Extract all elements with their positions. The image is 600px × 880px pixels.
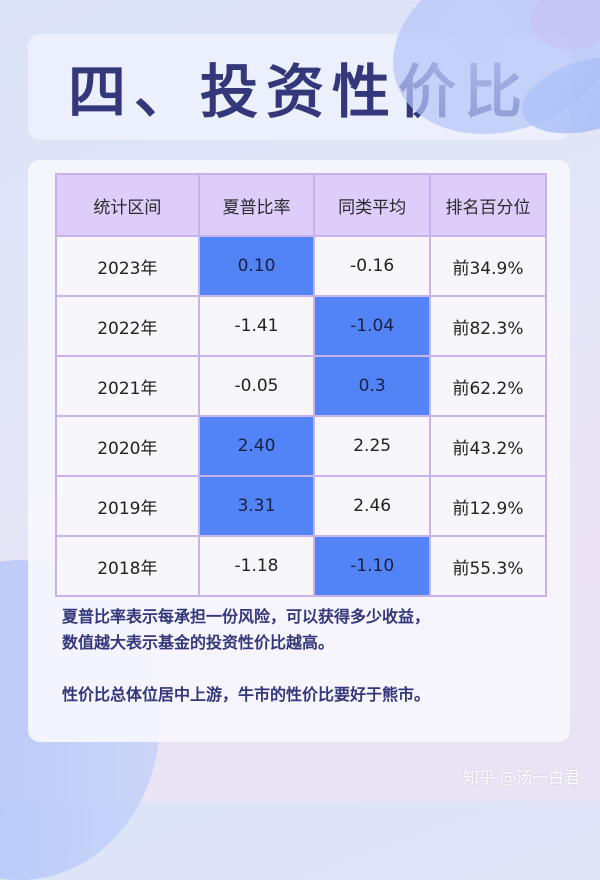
cell-sharpe: -1.41 [197, 295, 316, 357]
table-row: 2021年 -0.05 0.3 前62.2% [55, 355, 547, 417]
cell-peer-avg: -1.04 [313, 295, 431, 357]
table-row: 2023年 0.10 -0.16 前34.9% [55, 235, 547, 297]
watermark: 知乎 @汤一白君 [462, 768, 580, 787]
cell-rank: 前55.3% [429, 535, 547, 597]
table-row: 2020年 2.40 2.25 前43.2% [55, 415, 547, 477]
cell-sharpe: 0.10 [197, 235, 316, 297]
header-sharpe: 夏普比率 [197, 173, 316, 237]
table-row: 2022年 -1.41 -1.04 前82.3% [55, 295, 547, 357]
cell-rank: 前62.2% [429, 355, 547, 417]
cell-sharpe: -0.05 [197, 355, 316, 417]
header-rank: 排名百分位 [429, 173, 547, 237]
cell-rank: 前12.9% [429, 475, 547, 537]
sharpe-table: 统计区间 夏普比率 同类平均 排名百分位 2023年 0.10 -0.16 前34.9… [55, 173, 547, 597]
cell-rank: 前43.2% [429, 415, 547, 477]
header-peer-avg: 同类平均 [313, 173, 431, 237]
cell-sharpe: 2.40 [197, 415, 316, 477]
cell-peer-avg: -0.16 [313, 235, 431, 297]
cell-sharpe: -1.18 [197, 535, 316, 597]
decor-blob [530, 0, 600, 50]
cell-period: 2023年 [55, 235, 200, 297]
cell-peer-avg: -1.10 [313, 535, 431, 597]
header-period: 统计区间 [55, 173, 200, 237]
cell-period: 2018年 [55, 535, 200, 597]
cell-period: 2022年 [55, 295, 200, 357]
cell-rank: 前34.9% [429, 235, 547, 297]
cell-sharpe: 3.31 [197, 475, 316, 537]
cell-period: 2021年 [55, 355, 200, 417]
cell-peer-avg: 2.25 [313, 415, 431, 477]
table-header-row: 统计区间 夏普比率 同类平均 排名百分位 [55, 173, 547, 237]
cell-peer-avg: 2.46 [313, 475, 431, 537]
table-row: 2018年 -1.18 -1.10 前55.3% [55, 535, 547, 597]
note-line-2: 数值越大表示基金的投资性价比越高。 [62, 633, 335, 652]
note-line-3: 性价比总体位居中上游，牛市的性价比要好于熊市。 [62, 685, 431, 704]
cell-period: 2020年 [55, 415, 200, 477]
cell-period: 2019年 [55, 475, 200, 537]
note-line-1: 夏普比率表示每承担一份风险，可以获得多少收益， [62, 607, 431, 626]
cell-peer-avg: 0.3 [313, 355, 431, 417]
cell-rank: 前82.3% [429, 295, 547, 357]
table-row: 2019年 3.31 2.46 前12.9% [55, 475, 547, 537]
